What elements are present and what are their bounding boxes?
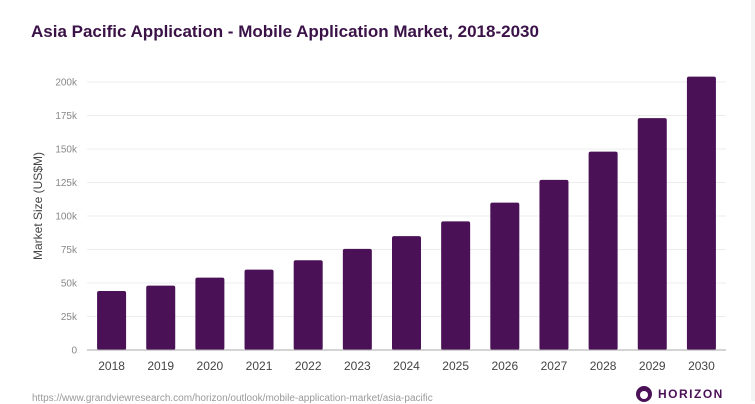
logo-text: HORIZON <box>658 387 724 401</box>
x-tick-label: 2023 <box>344 359 371 373</box>
horizon-logo: HORIZON <box>636 386 724 402</box>
bar-2026 <box>490 202 520 350</box>
x-tick-label: 2021 <box>246 359 273 373</box>
y-axis-label: Market Size (US$M) <box>31 152 45 260</box>
y-tick-label: 175k <box>55 111 78 122</box>
y-tick-label: 75k <box>61 245 78 256</box>
x-tick-label: 2018 <box>98 359 125 373</box>
x-tick-label: 2030 <box>688 359 715 373</box>
x-tick-label: 2020 <box>197 359 224 373</box>
x-tick-label: 2029 <box>639 359 666 373</box>
y-tick-label: 25k <box>61 312 78 323</box>
bar-2019 <box>146 285 176 350</box>
x-tick-label: 2027 <box>541 359 568 373</box>
x-tick-label: 2024 <box>393 359 420 373</box>
bar-2030 <box>686 76 716 350</box>
x-tick-label: 2022 <box>295 359 322 373</box>
chart-title: Asia Pacific Application - Mobile Applic… <box>31 22 539 41</box>
scrollbar-track <box>751 0 755 401</box>
bar-2029 <box>637 118 667 351</box>
horizon-logo-icon <box>636 386 652 402</box>
bar-2027 <box>539 179 569 350</box>
bar-2021 <box>244 269 274 350</box>
bar-2018 <box>97 291 127 350</box>
x-tick-label: 2025 <box>442 359 469 373</box>
y-tick-label: 200k <box>55 78 78 89</box>
x-tick-label: 2026 <box>491 359 518 373</box>
x-tick-label: 2019 <box>147 359 174 373</box>
bar-2022 <box>293 260 323 350</box>
bar-2020 <box>195 277 225 350</box>
x-tick-label: 2028 <box>590 359 617 373</box>
bar-2024 <box>392 236 421 350</box>
y-tick-label: 125k <box>55 178 78 189</box>
y-tick-label: 50k <box>61 279 78 290</box>
y-tick-label: 100k <box>55 212 78 223</box>
source-url[interactable]: https://www.grandviewresearch.com/horizo… <box>32 393 433 404</box>
bar-2023 <box>342 248 372 350</box>
y-tick-label: 0 <box>71 346 77 357</box>
bar-2025 <box>441 221 471 350</box>
y-tick-label: 150k <box>55 145 78 156</box>
bar-2028 <box>588 151 618 350</box>
